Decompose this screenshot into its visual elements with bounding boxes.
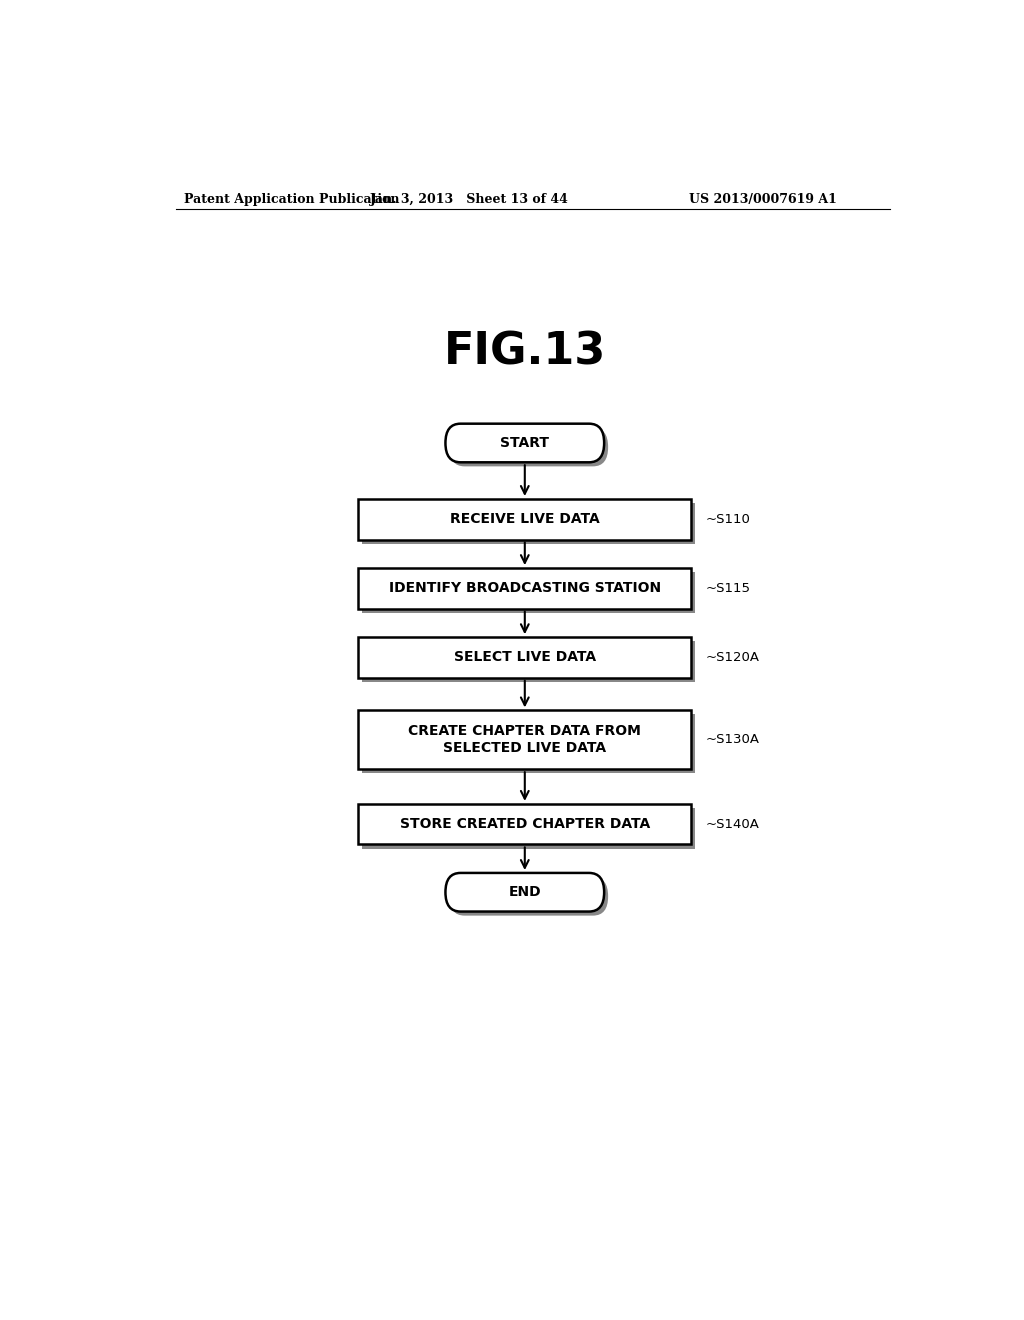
Text: ~S110: ~S110 <box>706 512 751 525</box>
Text: STORE CREATED CHAPTER DATA: STORE CREATED CHAPTER DATA <box>399 817 650 832</box>
Bar <box>362 714 695 774</box>
Text: START: START <box>501 436 549 450</box>
Text: FIG.13: FIG.13 <box>443 330 606 374</box>
FancyBboxPatch shape <box>450 428 608 466</box>
FancyBboxPatch shape <box>445 424 604 462</box>
Text: ~S115: ~S115 <box>706 582 751 595</box>
Text: CREATE CHAPTER DATA FROM
SELECTED LIVE DATA: CREATE CHAPTER DATA FROM SELECTED LIVE D… <box>409 725 641 755</box>
Bar <box>358 710 691 770</box>
Bar <box>362 503 695 544</box>
Text: US 2013/0007619 A1: US 2013/0007619 A1 <box>689 193 837 206</box>
Bar <box>358 804 691 845</box>
Bar <box>358 568 691 609</box>
Text: Patent Application Publication: Patent Application Publication <box>183 193 399 206</box>
Text: Jan. 3, 2013   Sheet 13 of 44: Jan. 3, 2013 Sheet 13 of 44 <box>370 193 568 206</box>
Bar <box>358 499 691 540</box>
Bar <box>362 642 695 682</box>
FancyBboxPatch shape <box>445 873 604 912</box>
Bar <box>362 572 695 612</box>
Bar <box>358 638 691 677</box>
FancyBboxPatch shape <box>450 876 608 916</box>
Text: SELECT LIVE DATA: SELECT LIVE DATA <box>454 651 596 664</box>
Text: IDENTIFY BROADCASTING STATION: IDENTIFY BROADCASTING STATION <box>389 581 660 595</box>
Text: ~S120A: ~S120A <box>706 651 760 664</box>
Bar <box>362 808 695 849</box>
Text: END: END <box>509 886 541 899</box>
Text: ~S140A: ~S140A <box>706 817 760 830</box>
Text: ~S130A: ~S130A <box>706 734 760 746</box>
Text: RECEIVE LIVE DATA: RECEIVE LIVE DATA <box>450 512 600 527</box>
